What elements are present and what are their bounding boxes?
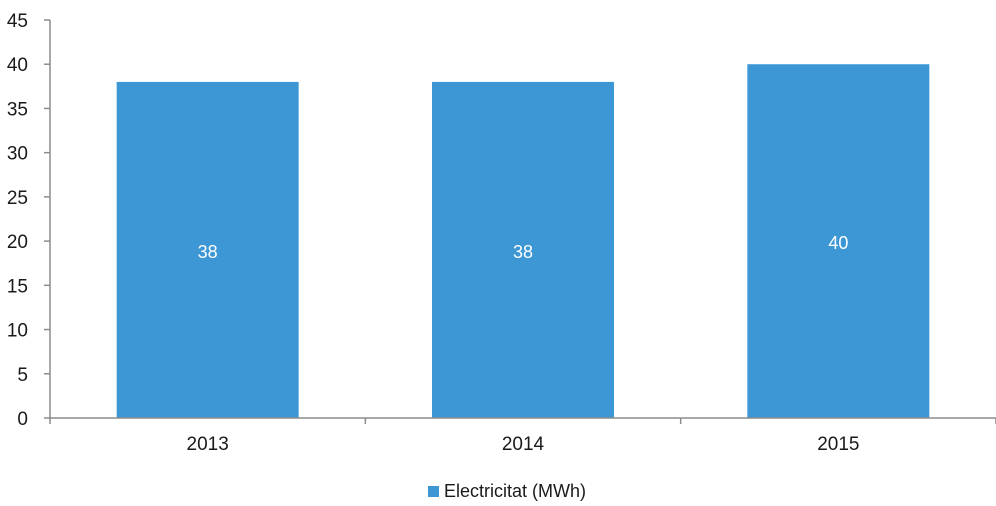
y-tick-label: 10: [7, 321, 28, 342]
y-tick-label: 0: [17, 409, 28, 430]
y-tick-label: 5: [17, 365, 28, 386]
y-tick-label: 20: [7, 232, 28, 253]
legend-swatch: [428, 486, 439, 497]
legend: Electricitat (MWh): [428, 481, 586, 501]
data-label-2013: 38: [198, 242, 218, 262]
y-tick-label: 40: [7, 55, 28, 76]
x-tick-label-2014: 2014: [502, 434, 545, 455]
bars: 38 38 40: [116, 64, 930, 419]
data-label-2014: 38: [513, 242, 533, 262]
bar-2014: [432, 81, 614, 419]
y-tick-label: 30: [7, 144, 28, 165]
data-label-2015: 40: [828, 233, 848, 253]
legend-label: Electricitat (MWh): [444, 481, 586, 501]
x-tick-label-2015: 2015: [817, 434, 859, 455]
bar-2015: [747, 64, 930, 418]
y-tick-label: 45: [7, 11, 28, 32]
x-tick-label-2013: 2013: [187, 434, 229, 455]
bar-2013: [116, 81, 299, 419]
y-tick-label: 35: [7, 99, 28, 120]
y-tick-label: 15: [7, 276, 28, 297]
y-tick-label: 25: [7, 188, 28, 209]
y-axis: 0 5 10 15 20 25 30 35 40 45: [7, 11, 51, 430]
x-axis: 2013 2014 2015: [49, 417, 996, 455]
